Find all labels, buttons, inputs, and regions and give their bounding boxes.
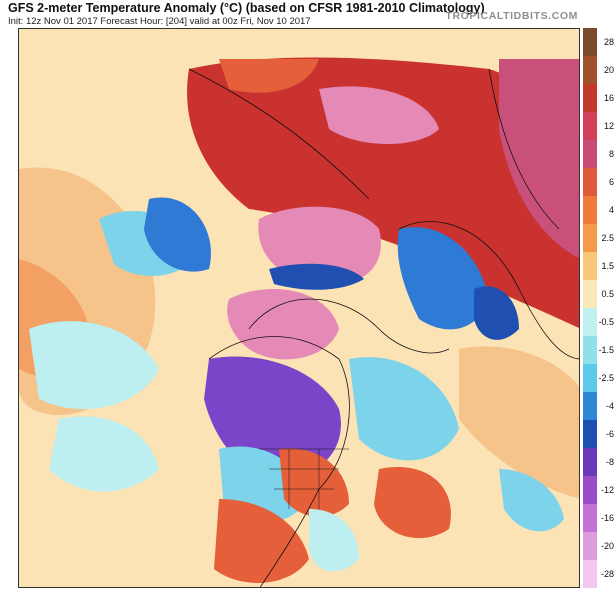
- coastline: [188, 68, 370, 200]
- legend-swatch: [583, 168, 597, 196]
- legend-label: -6: [605, 429, 614, 439]
- map-region: [187, 57, 579, 329]
- legend-swatch: [583, 504, 597, 532]
- map-region: [49, 416, 159, 492]
- legend-label: 8: [608, 149, 614, 159]
- color-legend: 28 20 16 12 8 6 4 2.5 1.5 0.5 -0.5 -1.5 -2.5 -4 -6 -8 -1…: [583, 28, 614, 588]
- legend-swatch: [583, 364, 597, 392]
- map-region: [29, 321, 159, 409]
- legend-swatch: [583, 140, 597, 168]
- legend-swatch: [583, 476, 597, 504]
- legend-label: -2.5: [598, 373, 614, 383]
- legend-label: -16: [600, 513, 614, 523]
- legend-swatch: [583, 560, 597, 588]
- map-region: [349, 357, 459, 461]
- legend-swatch: [583, 196, 597, 224]
- anomaly-map-svg: [19, 29, 579, 587]
- legend-label: -12: [600, 485, 614, 495]
- map-region: [319, 86, 439, 144]
- map-region: [227, 289, 339, 360]
- legend-label: -8: [605, 457, 614, 467]
- legend-swatch: [583, 84, 597, 112]
- map-region: [219, 59, 319, 93]
- map-region: [397, 227, 489, 330]
- map-region: [459, 346, 579, 499]
- legend-swatch: [583, 28, 597, 56]
- brand-watermark: TROPICALTIDBITS.COM: [445, 10, 578, 22]
- map-region: [499, 469, 564, 532]
- legend-swatch: [583, 224, 597, 252]
- legend-label: 4: [608, 205, 614, 215]
- coastline: [248, 298, 450, 354]
- legend-label: -1.5: [598, 345, 614, 355]
- coastline: [269, 449, 339, 509]
- coastline: [488, 68, 560, 230]
- map-region: [269, 263, 364, 290]
- map-region: [474, 286, 519, 340]
- legend-swatch: [583, 336, 597, 364]
- legend-label: 28: [603, 37, 614, 47]
- legend-swatch: [583, 112, 597, 140]
- legend-swatch: [583, 532, 597, 560]
- map-region: [144, 197, 211, 272]
- legend-swatch: [583, 392, 597, 420]
- map-region: [374, 467, 451, 539]
- legend-label: -0.5: [598, 317, 614, 327]
- map-region: [499, 59, 579, 258]
- legend-swatch: [583, 56, 597, 84]
- map-region: [214, 499, 309, 583]
- legend-swatch: [583, 280, 597, 308]
- map-subtitle: Init: 12z Nov 01 2017 Forecast Hour: [20…: [8, 16, 311, 27]
- legend-label: -20: [600, 541, 614, 551]
- legend-label: 1.5: [601, 261, 614, 271]
- legend-swatch: [583, 420, 597, 448]
- map-title: GFS 2-meter Temperature Anomaly (°C) (ba…: [8, 1, 485, 15]
- legend-swatch: [583, 252, 597, 280]
- legend-label: 2.5: [601, 233, 614, 243]
- map-region: [279, 448, 349, 517]
- legend-label: -28: [600, 569, 614, 579]
- legend-label: 12: [603, 121, 614, 131]
- legend-label: 0.5: [601, 289, 614, 299]
- map-region: [309, 509, 359, 572]
- legend-label: 16: [603, 93, 614, 103]
- legend-label: -4: [605, 401, 614, 411]
- coastline: [208, 336, 350, 587]
- legend-swatch: [583, 448, 597, 476]
- legend-label: 20: [603, 65, 614, 75]
- coastline: [398, 221, 579, 360]
- legend-swatch: [583, 308, 597, 336]
- legend-label: 6: [608, 177, 614, 187]
- anomaly-map: [18, 28, 580, 588]
